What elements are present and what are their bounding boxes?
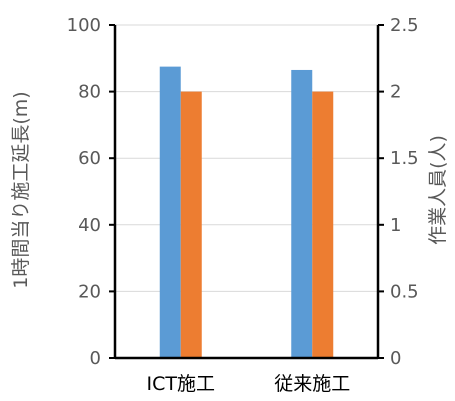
- right-axis-tick-labels: 0 0.5 1 1.5 2 2.5: [390, 15, 419, 369]
- left-tick-label: 40: [78, 215, 101, 236]
- left-tick-label: 60: [78, 148, 101, 169]
- bar-right-series-1: [180, 91, 202, 358]
- left-tick-label: 80: [78, 82, 101, 103]
- bar-left-series-1: [159, 66, 181, 358]
- right-tick-label: 0.5: [390, 281, 419, 302]
- right-axis-label: 作業人員(人): [427, 135, 449, 245]
- category-label: ICT施工: [147, 373, 215, 395]
- left-tick-label: 0: [90, 348, 101, 369]
- left-tick-label: 100: [67, 15, 101, 36]
- gridlines: [115, 24, 378, 292]
- left-axis-tick-labels: 0 20 40 60 80 100: [67, 15, 101, 369]
- left-axis-label: 1時間当り施工延長(m): [10, 91, 32, 288]
- right-tick-label: 2.5: [390, 15, 419, 36]
- bars: [159, 66, 334, 358]
- category-label: 従来施工: [274, 373, 350, 395]
- right-tick-label: 1: [390, 215, 401, 236]
- category-labels: ICT施工 従来施工: [147, 373, 351, 395]
- bar-left-series-2: [291, 69, 313, 358]
- right-tick-label: 1.5: [390, 148, 419, 169]
- tick-marks: [109, 24, 384, 359]
- axes: [113, 25, 380, 360]
- left-tick-label: 20: [78, 281, 101, 302]
- right-tick-label: 2: [390, 82, 401, 103]
- right-tick-label: 0: [390, 348, 401, 369]
- bar-right-series-2: [312, 91, 334, 358]
